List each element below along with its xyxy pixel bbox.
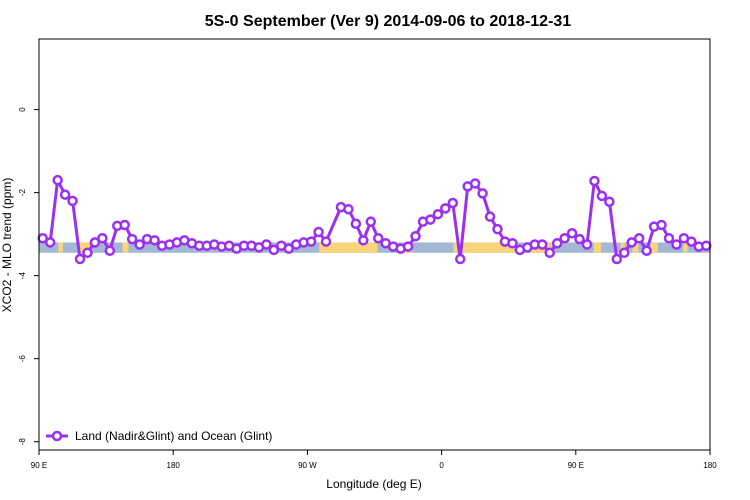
data-point xyxy=(574,233,585,245)
data-point xyxy=(261,239,272,250)
land-band-segment xyxy=(650,242,658,253)
data-point xyxy=(604,196,615,207)
data-point xyxy=(619,247,630,259)
land-band-segment xyxy=(122,242,129,253)
data-point xyxy=(126,233,138,245)
data-point xyxy=(440,203,451,214)
y-axis-label: XCO2 - MLO trend (ppm) xyxy=(0,178,14,313)
data-point xyxy=(454,253,466,265)
data-point xyxy=(44,237,56,248)
data-point xyxy=(89,237,101,248)
x-tick-label: 180 xyxy=(703,461,717,470)
x-axis-label: Longitude (deg E) xyxy=(326,477,421,491)
data-point xyxy=(671,239,682,250)
plot-frame xyxy=(38,38,711,451)
land-band-segment xyxy=(593,242,602,253)
data-point xyxy=(551,238,563,249)
legend: Land (Nadir&Glint) and Ocean (Glint) xyxy=(46,429,272,443)
chart-title: 5S-0 September (Ver 9) 2014-09-06 to 201… xyxy=(205,13,572,30)
land-band-segment xyxy=(58,242,63,253)
land-band-segment xyxy=(632,242,639,253)
data-point xyxy=(507,238,518,249)
data-point xyxy=(82,247,93,259)
data-point xyxy=(469,178,481,189)
data-point xyxy=(663,233,675,244)
data-point xyxy=(320,236,332,247)
land-band-segment xyxy=(453,242,517,253)
data-point xyxy=(581,239,593,250)
data-point xyxy=(566,228,578,239)
y-tick-label: 0 xyxy=(18,107,27,112)
series-points xyxy=(37,174,712,265)
data-point xyxy=(97,233,108,244)
x-tick-label: 90 E xyxy=(31,461,47,470)
data-point xyxy=(596,190,608,202)
data-point xyxy=(134,239,145,250)
x-axis: 90 E 180 90 W 0 90 E 180 xyxy=(31,450,717,470)
land-band-segment xyxy=(79,242,90,253)
legend-marker-swatch xyxy=(51,430,63,442)
data-point xyxy=(74,253,86,265)
data-point xyxy=(701,240,712,251)
land-band-segment xyxy=(683,242,688,253)
data-point xyxy=(149,235,160,246)
data-point xyxy=(410,230,421,242)
data-point xyxy=(544,247,555,259)
data-point xyxy=(119,219,130,231)
data-point xyxy=(559,233,570,244)
x-tick-label: 90 W xyxy=(298,461,317,470)
legend-label: Land (Nadir&Glint) and Ocean (Glint) xyxy=(75,429,272,443)
data-point xyxy=(372,233,384,244)
data-point xyxy=(313,226,324,238)
data-point xyxy=(402,241,414,252)
data-point xyxy=(447,197,459,209)
data-point xyxy=(484,211,496,222)
data-point xyxy=(492,223,503,235)
y-tick-label: -6 xyxy=(18,355,27,363)
data-point xyxy=(268,244,280,256)
data-point xyxy=(358,235,369,246)
data-point xyxy=(52,174,63,186)
x-tick-label: 180 xyxy=(167,461,181,470)
y-axis: 0 -2 -4 -6 -8 xyxy=(18,107,39,445)
data-point xyxy=(365,216,377,227)
data-point xyxy=(537,239,548,250)
data-point xyxy=(432,208,444,220)
x-tick-label: 0 xyxy=(439,461,444,470)
data-point xyxy=(477,188,488,199)
data-point xyxy=(641,245,652,256)
data-point xyxy=(283,243,295,254)
data-point xyxy=(611,253,623,265)
data-point xyxy=(350,218,362,229)
data-point xyxy=(59,189,71,200)
data-point xyxy=(104,245,116,256)
data-point xyxy=(589,175,600,187)
y-tick-label: -8 xyxy=(18,438,27,446)
data-point xyxy=(626,237,637,248)
data-point xyxy=(686,236,697,247)
data-point xyxy=(656,219,667,231)
x-tick-label: 90 E xyxy=(568,461,584,470)
data-point xyxy=(305,236,317,247)
y-tick-label: -4 xyxy=(18,272,27,280)
data-point xyxy=(67,195,78,207)
y-tick-label: -2 xyxy=(18,189,27,197)
data-point xyxy=(343,203,354,215)
data-point xyxy=(425,214,436,225)
land-band-segment xyxy=(620,242,626,253)
data-point xyxy=(633,233,645,244)
land-band-segment xyxy=(319,242,378,253)
